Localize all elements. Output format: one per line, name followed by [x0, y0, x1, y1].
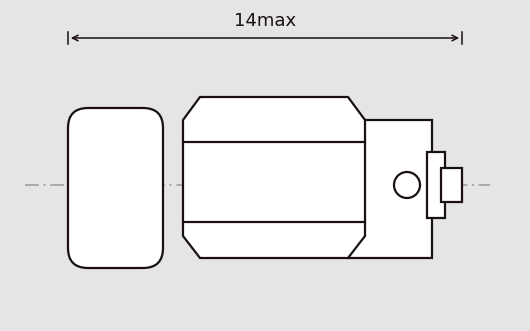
Text: 14max: 14max — [234, 12, 296, 30]
Polygon shape — [183, 97, 365, 258]
Bar — [427, 152, 445, 218]
FancyBboxPatch shape — [68, 108, 163, 268]
Bar — [348, 120, 432, 258]
Bar — [441, 168, 462, 202]
